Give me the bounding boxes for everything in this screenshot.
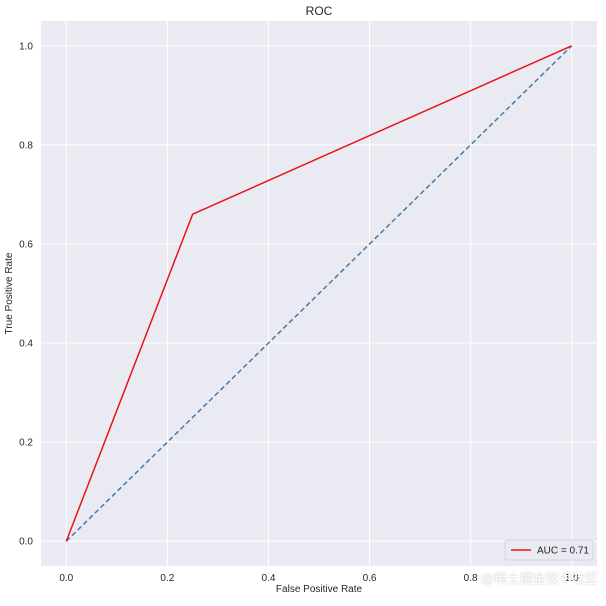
diagonal-reference-line [65,45,573,542]
y-tick-label-1: 0.2 [19,438,33,449]
y-axis-label: True Positive Rate [4,252,15,334]
grid [41,21,597,566]
roc-curve-line [65,45,573,542]
x-axis-label: False Positive Rate [276,584,363,595]
legend-box [504,539,594,561]
y-tick-label-3: 0.6 [19,239,33,250]
y-tick-label-2: 0.4 [19,339,33,350]
legend-label: AUC = 0.71 [537,546,589,557]
series-layer [65,45,573,542]
y-tick-label-0: 0.0 [19,537,33,548]
legend: AUC = 0.71 [504,539,594,561]
x-tick-label-0: 0.0 [59,573,73,584]
x-tick-label-2: 0.4 [262,573,276,584]
tick-labels: 0.0 0.2 0.4 0.6 0.8 1.0 0.0 0.2 0.4 0.6 0.8 1.0 [19,41,579,584]
x-tick-label-4: 0.8 [464,573,478,584]
y-tick-label-5: 1.0 [19,41,33,52]
chart-title: ROC [306,4,333,18]
x-tick-label-5: 1.0 [565,573,579,584]
y-tick-label-4: 0.8 [19,140,33,151]
x-tick-label-3: 0.6 [363,573,377,584]
x-tick-label-1: 0.2 [160,573,174,584]
